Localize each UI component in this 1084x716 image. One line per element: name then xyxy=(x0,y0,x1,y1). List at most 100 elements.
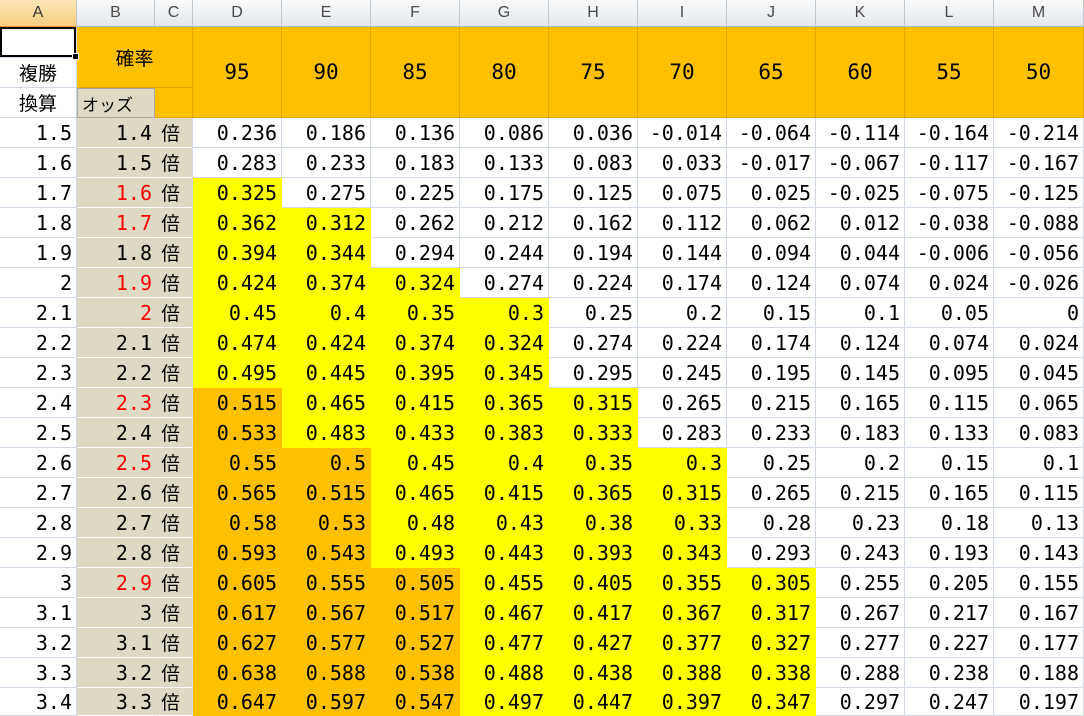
column-header-h[interactable]: H xyxy=(549,0,638,27)
value-cell[interactable]: 0.4 xyxy=(282,298,371,328)
value-cell[interactable]: 0.467 xyxy=(460,598,549,628)
fukusho-cell[interactable]: 2.6 xyxy=(0,448,77,478)
label-kansan[interactable]: 換算 xyxy=(0,88,77,118)
value-cell[interactable]: 0.343 xyxy=(638,538,727,568)
value-cell[interactable]: 0.4 xyxy=(460,448,549,478)
value-cell[interactable]: 0.267 xyxy=(816,598,905,628)
value-cell[interactable]: 0.036 xyxy=(549,118,638,148)
fukusho-cell[interactable]: 2.2 xyxy=(0,328,77,358)
value-cell[interactable]: 0.597 xyxy=(282,688,371,716)
value-cell[interactable]: 0.194 xyxy=(549,238,638,268)
value-cell[interactable]: 0.445 xyxy=(282,358,371,388)
value-cell[interactable]: 0.265 xyxy=(638,388,727,418)
odds-cell[interactable]: 1.9 xyxy=(77,268,155,298)
value-cell[interactable]: 0.605 xyxy=(193,568,282,598)
value-cell[interactable]: 0.362 xyxy=(193,208,282,238)
value-cell[interactable]: 0.075 xyxy=(638,178,727,208)
value-cell[interactable]: 0.493 xyxy=(371,538,460,568)
odds-unit-cell[interactable]: 倍 xyxy=(155,418,193,448)
value-cell[interactable]: 0.297 xyxy=(816,688,905,716)
value-cell[interactable]: 0.577 xyxy=(282,628,371,658)
value-cell[interactable]: 0.244 xyxy=(460,238,549,268)
value-cell[interactable]: 0.43 xyxy=(460,508,549,538)
value-cell[interactable]: 0.45 xyxy=(193,298,282,328)
value-cell[interactable]: 0.427 xyxy=(549,628,638,658)
value-cell[interactable]: 0.338 xyxy=(727,658,816,688)
probability-header[interactable]: 70 xyxy=(638,27,727,118)
value-cell[interactable]: 0.58 xyxy=(193,508,282,538)
value-cell[interactable]: 0.086 xyxy=(460,118,549,148)
value-cell[interactable]: 0.543 xyxy=(282,538,371,568)
odds-cell[interactable]: 2.5 xyxy=(77,448,155,478)
value-cell[interactable]: 0.5 xyxy=(282,448,371,478)
value-cell[interactable]: 0.497 xyxy=(460,688,549,716)
odds-cell[interactable]: 3.2 xyxy=(77,658,155,688)
value-cell[interactable]: 0.295 xyxy=(549,358,638,388)
value-cell[interactable]: 0.333 xyxy=(549,418,638,448)
value-cell[interactable]: 0.133 xyxy=(460,148,549,178)
probability-header[interactable]: 55 xyxy=(905,27,994,118)
value-cell[interactable]: 0.112 xyxy=(638,208,727,238)
value-cell[interactable]: 0.374 xyxy=(371,328,460,358)
value-cell[interactable]: 0.262 xyxy=(371,208,460,238)
odds-unit-cell[interactable]: 倍 xyxy=(155,628,193,658)
value-cell[interactable]: 0.233 xyxy=(282,148,371,178)
column-header-j[interactable]: J xyxy=(727,0,816,27)
value-cell[interactable]: 0.095 xyxy=(905,358,994,388)
value-cell[interactable]: 0.55 xyxy=(193,448,282,478)
odds-cell[interactable]: 2.4 xyxy=(77,418,155,448)
fukusho-cell[interactable]: 3.1 xyxy=(0,598,77,628)
value-cell[interactable]: 0.133 xyxy=(905,418,994,448)
fukusho-cell[interactable]: 1.7 xyxy=(0,178,77,208)
odds-cell[interactable]: 2.2 xyxy=(77,358,155,388)
value-cell[interactable]: 0.455 xyxy=(460,568,549,598)
value-cell[interactable]: 0.527 xyxy=(371,628,460,658)
odds-cell[interactable]: 3.3 xyxy=(77,688,155,716)
value-cell[interactable]: 0.495 xyxy=(193,358,282,388)
value-cell[interactable]: 0.465 xyxy=(282,388,371,418)
value-cell[interactable]: 0.45 xyxy=(371,448,460,478)
value-cell[interactable]: 0.186 xyxy=(282,118,371,148)
value-cell[interactable]: 0.533 xyxy=(193,418,282,448)
value-cell[interactable]: 0.324 xyxy=(371,268,460,298)
value-cell[interactable]: 0.167 xyxy=(994,598,1084,628)
value-cell[interactable]: 0.155 xyxy=(994,568,1084,598)
odds-unit-cell[interactable]: 倍 xyxy=(155,658,193,688)
value-cell[interactable]: 0.177 xyxy=(994,628,1084,658)
value-cell[interactable]: 0.327 xyxy=(727,628,816,658)
odds-unit-cell[interactable]: 倍 xyxy=(155,328,193,358)
value-cell[interactable]: 0.162 xyxy=(549,208,638,238)
value-cell[interactable]: 0.365 xyxy=(549,478,638,508)
value-cell[interactable]: 0.424 xyxy=(193,268,282,298)
value-cell[interactable]: 0.25 xyxy=(549,298,638,328)
value-cell[interactable]: 0.305 xyxy=(727,568,816,598)
value-cell[interactable]: 0.165 xyxy=(816,388,905,418)
odds-cell[interactable]: 2.1 xyxy=(77,328,155,358)
value-cell[interactable]: 0.483 xyxy=(282,418,371,448)
value-cell[interactable]: 0.283 xyxy=(193,148,282,178)
fukusho-cell[interactable]: 3.4 xyxy=(0,688,77,716)
fukusho-cell[interactable]: 2.1 xyxy=(0,298,77,328)
value-cell[interactable]: 0.175 xyxy=(460,178,549,208)
value-cell[interactable]: 0.227 xyxy=(905,628,994,658)
value-cell[interactable]: 0.1 xyxy=(816,298,905,328)
value-cell[interactable]: 0.474 xyxy=(193,328,282,358)
odds-unit-cell[interactable]: 倍 xyxy=(155,238,193,268)
value-cell[interactable]: 0.195 xyxy=(727,358,816,388)
value-cell[interactable]: 0.383 xyxy=(460,418,549,448)
value-cell[interactable]: 0.115 xyxy=(994,478,1084,508)
value-cell[interactable]: 0.555 xyxy=(282,568,371,598)
value-cell[interactable]: 0.424 xyxy=(282,328,371,358)
value-cell[interactable]: -0.006 xyxy=(905,238,994,268)
column-header-g[interactable]: G xyxy=(460,0,549,27)
value-cell[interactable]: 0.567 xyxy=(282,598,371,628)
odds-cell[interactable]: 2.7 xyxy=(77,508,155,538)
value-cell[interactable]: 0.033 xyxy=(638,148,727,178)
fukusho-cell[interactable]: 2.4 xyxy=(0,388,77,418)
value-cell[interactable]: 0.025 xyxy=(727,178,816,208)
value-cell[interactable]: 0.505 xyxy=(371,568,460,598)
value-cell[interactable]: 0.325 xyxy=(193,178,282,208)
value-cell[interactable]: 0.224 xyxy=(549,268,638,298)
column-header-f[interactable]: F xyxy=(371,0,460,27)
fukusho-cell[interactable]: 1.8 xyxy=(0,208,77,238)
